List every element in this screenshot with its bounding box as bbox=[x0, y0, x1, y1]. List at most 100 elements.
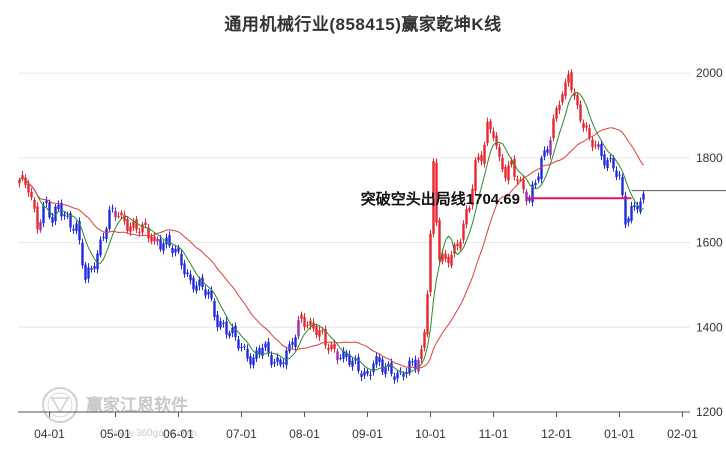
candle bbox=[585, 122, 588, 132]
candle bbox=[192, 275, 195, 293]
candle bbox=[318, 325, 321, 341]
watermark: 赢家江恩软件 www.360gann.com bbox=[42, 387, 197, 439]
candle bbox=[78, 217, 81, 245]
candle bbox=[207, 288, 210, 299]
candle-body bbox=[618, 174, 621, 176]
candle-body bbox=[639, 201, 642, 212]
candle bbox=[249, 353, 252, 369]
candle bbox=[96, 249, 99, 274]
y-tick-label: 2000 bbox=[696, 66, 723, 80]
candle-body bbox=[276, 357, 279, 362]
candle-body bbox=[516, 179, 519, 182]
candle bbox=[456, 239, 459, 251]
candle-body bbox=[369, 374, 372, 376]
candle-body bbox=[162, 243, 165, 251]
candle bbox=[114, 207, 117, 222]
candle-body bbox=[207, 291, 210, 295]
candle-body bbox=[204, 289, 207, 296]
candle bbox=[213, 298, 216, 321]
candle bbox=[396, 369, 399, 383]
candle-body bbox=[420, 349, 423, 360]
candle-body bbox=[567, 74, 570, 83]
x-tick-label: 05-01 bbox=[100, 427, 131, 441]
candle bbox=[600, 140, 603, 161]
candle bbox=[558, 100, 561, 115]
x-tick-label: 12-01 bbox=[541, 427, 572, 441]
candle-body bbox=[102, 237, 105, 239]
candle bbox=[417, 357, 420, 375]
candle-body bbox=[147, 227, 150, 239]
candle bbox=[183, 259, 186, 278]
candle bbox=[87, 263, 90, 283]
candle-body bbox=[309, 320, 312, 326]
candle-body bbox=[78, 221, 81, 241]
candle-body bbox=[513, 158, 516, 177]
candle-body bbox=[132, 221, 135, 228]
candle bbox=[324, 325, 327, 349]
candle-body bbox=[84, 264, 87, 280]
candle bbox=[423, 328, 426, 352]
candle bbox=[72, 224, 75, 234]
candle bbox=[135, 216, 138, 233]
candle bbox=[180, 249, 183, 270]
candle-body bbox=[51, 216, 54, 223]
candle bbox=[606, 157, 609, 171]
candle-body bbox=[225, 321, 228, 335]
candle-body bbox=[120, 212, 123, 216]
candle bbox=[291, 337, 294, 349]
candle-body bbox=[21, 175, 24, 179]
candle-body bbox=[237, 339, 240, 349]
candle-body bbox=[216, 314, 219, 328]
candle-body bbox=[621, 176, 624, 196]
candle-body bbox=[582, 122, 585, 128]
candle bbox=[576, 92, 579, 110]
candle-body bbox=[519, 179, 522, 181]
candle-body bbox=[417, 359, 420, 372]
candle bbox=[579, 100, 582, 123]
candle bbox=[531, 180, 534, 207]
candle-body bbox=[375, 356, 378, 365]
candle-body bbox=[135, 219, 138, 230]
candle-body bbox=[606, 160, 609, 168]
candle bbox=[501, 153, 504, 173]
x-tick-label: 09-01 bbox=[352, 427, 383, 441]
candle bbox=[108, 205, 111, 232]
candle bbox=[327, 343, 330, 355]
candle-body bbox=[630, 205, 633, 221]
candle-body bbox=[183, 263, 186, 275]
candle-body bbox=[384, 367, 387, 375]
candle bbox=[381, 356, 384, 375]
candle bbox=[492, 127, 495, 142]
x-tick-label: 02-01 bbox=[667, 427, 698, 441]
candle bbox=[57, 200, 60, 212]
candle bbox=[189, 270, 192, 285]
candle bbox=[489, 118, 492, 134]
candle bbox=[336, 348, 339, 365]
candle bbox=[315, 323, 318, 339]
candle-body bbox=[267, 341, 270, 353]
candle bbox=[564, 78, 567, 100]
candle bbox=[225, 317, 228, 339]
candle-body bbox=[93, 266, 96, 269]
candle bbox=[537, 172, 540, 184]
candles bbox=[18, 69, 645, 384]
candle-body bbox=[642, 193, 645, 200]
candle-body bbox=[531, 184, 534, 203]
candle-body bbox=[177, 247, 180, 252]
candle-body bbox=[87, 267, 90, 279]
candle-body bbox=[75, 223, 78, 232]
candle-body bbox=[447, 256, 450, 264]
candle-body bbox=[258, 348, 261, 354]
candle bbox=[63, 210, 66, 220]
candle-body bbox=[429, 233, 432, 293]
candle-body bbox=[495, 135, 498, 147]
candle bbox=[627, 216, 630, 227]
candle bbox=[432, 158, 435, 238]
candle-body bbox=[381, 359, 384, 372]
candle bbox=[414, 355, 417, 373]
candle bbox=[24, 174, 27, 189]
candle bbox=[507, 161, 510, 185]
candle bbox=[273, 358, 276, 367]
candle-body bbox=[27, 183, 30, 193]
candle bbox=[384, 363, 387, 378]
